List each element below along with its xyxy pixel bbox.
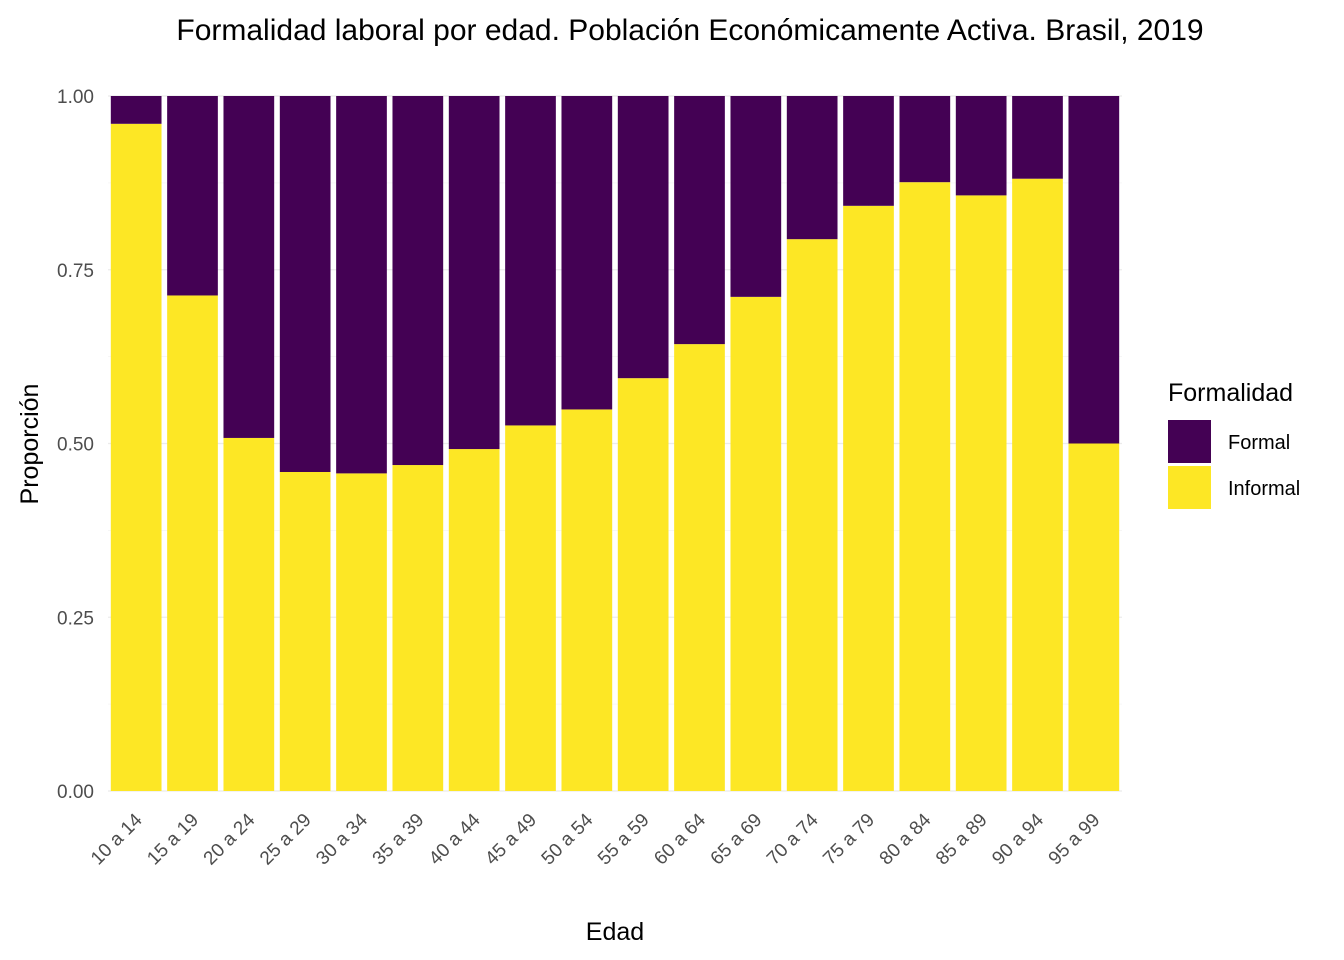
x-tick-label: 50 a 54 bbox=[538, 809, 598, 869]
legend: Formalidad Formal Informal bbox=[1168, 379, 1300, 509]
x-tick-label: 75 a 79 bbox=[819, 810, 879, 870]
chart-title: Formalidad laboral por edad. Población E… bbox=[176, 14, 1203, 47]
bar-informal-45-a-49 bbox=[505, 425, 556, 791]
bar-formal-35-a-39 bbox=[392, 96, 444, 466]
bar-formal-60-a-64 bbox=[674, 96, 725, 345]
bar-formal-70-a-74 bbox=[786, 96, 838, 240]
x-tick-label: 55 a 59 bbox=[594, 810, 654, 870]
legend-title: Formalidad bbox=[1168, 379, 1293, 407]
bar-informal-25-a-29 bbox=[279, 471, 331, 791]
bar-informal-50-a-54 bbox=[561, 409, 613, 791]
x-tick-label: 65 a 69 bbox=[707, 810, 767, 870]
x-tick-label: 10 a 14 bbox=[87, 809, 147, 869]
y-tick-label: 0.00 bbox=[57, 782, 94, 803]
bar-informal-75-a-79 bbox=[843, 205, 894, 791]
bar-formal-55-a-59 bbox=[617, 96, 669, 379]
x-tick-label: 70 a 74 bbox=[763, 809, 823, 869]
bar-formal-40-a-44 bbox=[448, 96, 500, 450]
y-tick-label: 1.00 bbox=[57, 87, 94, 108]
y-tick-label: 0.75 bbox=[57, 261, 94, 282]
x-tick-label: 85 a 89 bbox=[932, 810, 992, 870]
legend-key-formal bbox=[1168, 420, 1211, 463]
x-tick-label: 45 a 49 bbox=[481, 810, 541, 870]
bar-informal-55-a-59 bbox=[617, 378, 669, 791]
bar-informal-30-a-34 bbox=[336, 473, 387, 791]
x-tick-label: 20 a 24 bbox=[200, 809, 260, 869]
x-tick-label: 90 a 94 bbox=[988, 809, 1048, 869]
x-tick-label: 60 a 64 bbox=[650, 809, 710, 869]
bar-formal-20-a-24 bbox=[223, 96, 275, 438]
x-tick-label: 30 a 34 bbox=[312, 809, 372, 869]
legend-key-informal bbox=[1168, 466, 1211, 509]
bar-informal-95-a-99 bbox=[1068, 443, 1120, 791]
x-tick-label: 35 a 39 bbox=[369, 810, 429, 870]
bars bbox=[110, 96, 1120, 792]
bar-informal-15-a-19 bbox=[167, 295, 218, 791]
x-tick-label: 15 a 19 bbox=[143, 810, 203, 870]
legend-label-informal: Informal bbox=[1228, 478, 1300, 500]
bar-formal-50-a-54 bbox=[561, 96, 613, 410]
y-axis: 0.00 0.25 0.50 0.75 1.00 bbox=[57, 87, 94, 803]
y-tick-label: 0.50 bbox=[57, 435, 94, 456]
y-axis-title: Proporción bbox=[16, 384, 44, 505]
bar-formal-95-a-99 bbox=[1068, 96, 1120, 444]
x-tick-label: 95 a 99 bbox=[1045, 810, 1105, 870]
bar-formal-80-a-84 bbox=[899, 96, 951, 183]
bar-formal-45-a-49 bbox=[505, 96, 556, 426]
bar-formal-65-a-69 bbox=[730, 96, 782, 297]
bar-informal-65-a-69 bbox=[730, 296, 782, 791]
bar-informal-90-a-94 bbox=[1012, 178, 1063, 791]
y-tick-label: 0.25 bbox=[57, 608, 94, 629]
bar-informal-40-a-44 bbox=[448, 449, 500, 791]
bar-formal-25-a-29 bbox=[279, 96, 331, 472]
bar-formal-15-a-19 bbox=[167, 96, 218, 296]
legend-label-formal: Formal bbox=[1228, 432, 1290, 454]
bar-informal-35-a-39 bbox=[392, 465, 444, 791]
bar-informal-70-a-74 bbox=[786, 239, 838, 792]
bar-informal-10-a-14 bbox=[110, 123, 162, 792]
bar-formal-10-a-14 bbox=[110, 96, 162, 124]
bar-informal-60-a-64 bbox=[674, 344, 725, 791]
bar-formal-75-a-79 bbox=[843, 96, 894, 206]
x-tick-label: 25 a 29 bbox=[256, 810, 316, 870]
bar-informal-85-a-89 bbox=[955, 195, 1007, 791]
x-axis-title: Edad bbox=[586, 918, 644, 946]
bar-formal-30-a-34 bbox=[336, 96, 387, 474]
bar-informal-80-a-84 bbox=[899, 182, 951, 791]
x-tick-label: 80 a 84 bbox=[876, 809, 936, 869]
bar-formal-90-a-94 bbox=[1012, 96, 1063, 179]
bar-formal-85-a-89 bbox=[955, 96, 1007, 196]
x-tick-label: 40 a 44 bbox=[425, 809, 485, 869]
bar-informal-20-a-24 bbox=[223, 437, 275, 791]
